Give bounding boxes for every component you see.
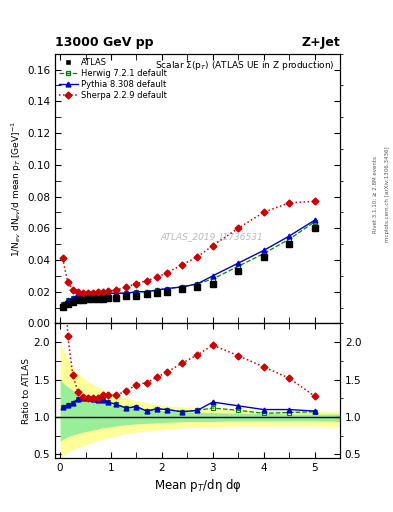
X-axis label: Mean p$_T$/dη dφ: Mean p$_T$/dη dφ — [154, 477, 241, 494]
Y-axis label: 1/N$_{ev}$ dN$_{ev}$/d mean p$_T$ [GeV]$^{-1}$: 1/N$_{ev}$ dN$_{ev}$/d mean p$_T$ [GeV]$… — [10, 121, 24, 257]
Legend: ATLAS, Herwig 7.2.1 default, Pythia 8.308 default, Sherpa 2.2.9 default: ATLAS, Herwig 7.2.1 default, Pythia 8.30… — [57, 56, 168, 102]
Text: ATLAS_2019_I1736531: ATLAS_2019_I1736531 — [160, 232, 263, 242]
Text: Z+Jet: Z+Jet — [301, 36, 340, 49]
Text: Rivet 3.1.10; ≥ 2.8M events: Rivet 3.1.10; ≥ 2.8M events — [373, 156, 378, 233]
Y-axis label: Ratio to ATLAS: Ratio to ATLAS — [22, 358, 31, 424]
Text: Scalar Σ(p$_T$) (ATLAS UE in Z production): Scalar Σ(p$_T$) (ATLAS UE in Z productio… — [154, 59, 334, 72]
Text: mcplots.cern.ch [arXiv:1306.3436]: mcplots.cern.ch [arXiv:1306.3436] — [385, 147, 389, 242]
Text: 13000 GeV pp: 13000 GeV pp — [55, 36, 154, 49]
